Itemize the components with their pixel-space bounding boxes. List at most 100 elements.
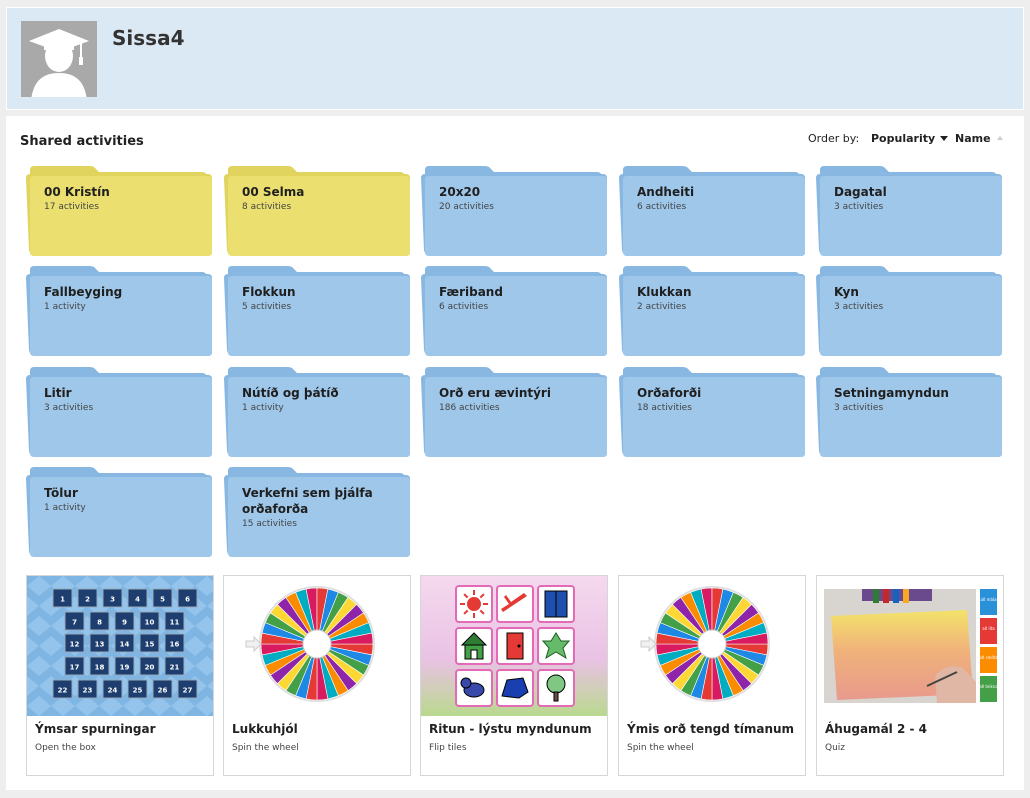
activity-card[interactable]: Ritun - lýstu myndunum Flip tiles (420, 575, 608, 776)
folder-item[interactable]: Flokkun 5 activities (224, 266, 410, 356)
folder-item[interactable]: Klukkan 2 activities (619, 266, 805, 356)
folder-count: 17 activities (44, 202, 99, 212)
shared-activities-panel: Shared activities Order by: Popularity N… (6, 116, 1024, 790)
wheel-pointer-icon (245, 635, 262, 653)
folder-title: 00 Kristín (44, 185, 110, 199)
folder-icon (224, 367, 410, 457)
box-number: 25 (133, 687, 143, 695)
profile-header: Sissa4 (6, 7, 1024, 110)
folder-count: 186 activities (439, 403, 500, 413)
folder-count: 3 activities (834, 202, 884, 212)
folder-title: Nútíð og þátíð (242, 386, 339, 400)
folder-count: 6 activities (439, 302, 489, 312)
folder-count: 8 activities (242, 202, 292, 212)
activity-title[interactable]: Lukkuhjól (232, 722, 298, 736)
folder-item[interactable]: Litir 3 activities (26, 367, 212, 457)
folder-title: Fallbeyging (44, 285, 123, 299)
activity-card[interactable]: að mála að lita að smíða að teikna Áhugamál … (816, 575, 1004, 776)
folder-count: 1 activity (242, 403, 284, 413)
folder-count: 3 activities (834, 302, 884, 312)
folder-icon (421, 166, 607, 256)
activity-title[interactable]: Ýmsar spurningar (35, 722, 156, 736)
folder-item[interactable]: Setningamyndun 3 activities (816, 367, 1002, 457)
folder-item[interactable]: Nútíð og þátíð 1 activity (224, 367, 410, 457)
folder-item[interactable]: Færiband 6 activities (421, 266, 607, 356)
folder-title: Tölur (44, 486, 78, 500)
folder-item[interactable]: Orð eru ævintýri 186 activities (421, 367, 607, 457)
folder-count: 18 activities (637, 403, 692, 413)
folder-item[interactable]: Verkefni sem þjálfa orðaforða 15 activiti… (224, 467, 410, 557)
folder-icon (816, 367, 1002, 457)
folder-item[interactable]: Fallbeyging 1 activity (26, 266, 212, 356)
activity-thumbnail[interactable]: að mála að lita að smíða að teikna (817, 576, 1003, 716)
box-number: 26 (158, 687, 168, 695)
folder-icon (816, 166, 1002, 256)
box-number: 5 (160, 596, 165, 604)
quiz-side-label: að mála (980, 597, 997, 602)
folder-item[interactable]: Andheiti 6 activities (619, 166, 805, 256)
activity-card[interactable]: Lukkuhjól Spin the wheel (223, 575, 411, 776)
folder-count: 3 activities (834, 403, 884, 413)
folder-title: Andheiti (637, 185, 695, 199)
activity-thumbnail[interactable] (421, 576, 607, 716)
folder-icon (421, 367, 607, 457)
box-number: 10 (145, 619, 155, 627)
box-number: 18 (95, 664, 105, 672)
box-number: 27 (183, 687, 193, 695)
folder-title: Orð eru ævintýri (439, 386, 551, 400)
box-number: 17 (70, 664, 80, 672)
folder-count: 3 activities (44, 403, 94, 413)
folder-item[interactable]: Dagatal 3 activities (816, 166, 1002, 256)
spin-wheel-thumbnail (224, 576, 410, 716)
sort-name-button[interactable]: Name (955, 132, 1003, 145)
sort-popularity-label: Popularity (871, 132, 936, 145)
folder-icon (421, 266, 607, 356)
folder-icon (26, 367, 212, 457)
folder-count: 2 activities (637, 302, 687, 312)
activity-thumbnail[interactable] (619, 576, 805, 716)
activity-title[interactable]: Ýmis orð tengd tímanum (627, 722, 795, 736)
folder-title: 00 Selma (242, 185, 305, 199)
box-number: 22 (58, 687, 68, 695)
activity-title[interactable]: Ritun - lýstu myndunum (429, 722, 592, 736)
spin-wheel-thumbnail (619, 576, 805, 716)
box-number: 24 (108, 687, 118, 695)
box-number: 4 (135, 596, 140, 604)
activity-thumbnail[interactable] (224, 576, 410, 716)
box-number: 16 (170, 641, 180, 649)
activity-title[interactable]: Áhugamál 2 - 4 (825, 722, 927, 736)
folder-title: Kyn (834, 285, 859, 299)
folder-item[interactable]: 00 Selma 8 activities (224, 166, 410, 256)
folder-icon (224, 266, 410, 356)
folder-count: 15 activities (242, 519, 297, 529)
sort-popularity-button[interactable]: Popularity (871, 132, 949, 145)
folder-icon (816, 266, 1002, 356)
activity-thumbnail[interactable]: 1 2 3 4 5 6 7 8 9 10 11 12 13 14 15 16 17 18 19 20 21 22 23 24 2… (27, 576, 213, 716)
folder-icon (26, 467, 212, 557)
box-number: 2 (85, 596, 90, 604)
box-number: 23 (83, 687, 93, 695)
folder-count: 5 activities (242, 302, 292, 312)
caret-up-icon (996, 136, 1003, 140)
box-number: 19 (120, 664, 130, 672)
quiz-side-label: að smíða (979, 655, 998, 660)
folder-item[interactable]: 20x20 20 activities (421, 166, 607, 256)
folder-count: 20 activities (439, 202, 494, 212)
folder-icon (26, 266, 212, 356)
quiz-photo-thumbnail: að mála að lita að smíða að teikna (817, 576, 1003, 716)
box-number: 1 (60, 596, 65, 604)
activity-card[interactable]: Ýmis orð tengd tímanum Spin the wheel (618, 575, 806, 776)
folder-item[interactable]: Kyn 3 activities (816, 266, 1002, 356)
folder-item[interactable]: 00 Kristín 17 activities (26, 166, 212, 256)
folder-item[interactable]: Tölur 1 activity (26, 467, 212, 557)
box-number: 8 (97, 619, 102, 627)
activity-type: Flip tiles (429, 743, 467, 753)
activity-card[interactable]: 1 2 3 4 5 6 7 8 9 10 11 12 13 14 15 16 17 18 19 20 21 22 23 24 2… (26, 575, 214, 776)
user-graduate-icon (21, 21, 97, 97)
quiz-side-label: að lita (982, 626, 995, 631)
folder-item[interactable]: Orðaforði 18 activities (619, 367, 805, 457)
activity-type: Open the box (35, 743, 96, 753)
box-number: 15 (145, 641, 155, 649)
folder-icon (619, 266, 805, 356)
avatar (21, 21, 97, 97)
